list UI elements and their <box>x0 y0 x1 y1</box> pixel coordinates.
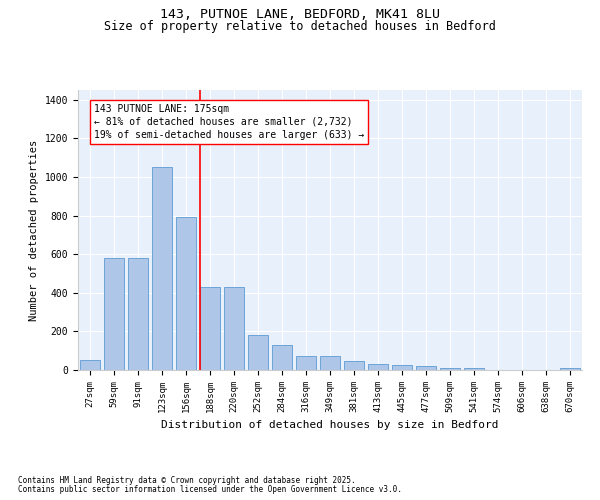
Bar <box>152 167 172 370</box>
Bar <box>368 364 388 370</box>
Text: Contains HM Land Registry data © Crown copyright and database right 2025.: Contains HM Land Registry data © Crown c… <box>18 476 356 485</box>
Bar <box>416 366 436 370</box>
Text: Contains public sector information licensed under the Open Government Licence v3: Contains public sector information licen… <box>18 485 402 494</box>
Bar <box>248 335 268 370</box>
Bar <box>224 287 244 370</box>
X-axis label: Distribution of detached houses by size in Bedford: Distribution of detached houses by size … <box>161 420 499 430</box>
Bar <box>104 258 124 370</box>
Bar <box>80 360 100 370</box>
Bar <box>560 368 580 370</box>
Text: 143 PUTNOE LANE: 175sqm
← 81% of detached houses are smaller (2,732)
19% of semi: 143 PUTNOE LANE: 175sqm ← 81% of detache… <box>94 104 364 140</box>
Bar <box>392 365 412 370</box>
Bar <box>320 356 340 370</box>
Bar <box>176 218 196 370</box>
Text: 143, PUTNOE LANE, BEDFORD, MK41 8LU: 143, PUTNOE LANE, BEDFORD, MK41 8LU <box>160 8 440 20</box>
Bar <box>440 368 460 370</box>
Bar <box>128 258 148 370</box>
Text: Size of property relative to detached houses in Bedford: Size of property relative to detached ho… <box>104 20 496 33</box>
Bar <box>272 345 292 370</box>
Bar <box>296 356 316 370</box>
Bar <box>464 368 484 370</box>
Bar <box>344 362 364 370</box>
Y-axis label: Number of detached properties: Number of detached properties <box>29 140 39 320</box>
Bar <box>200 287 220 370</box>
